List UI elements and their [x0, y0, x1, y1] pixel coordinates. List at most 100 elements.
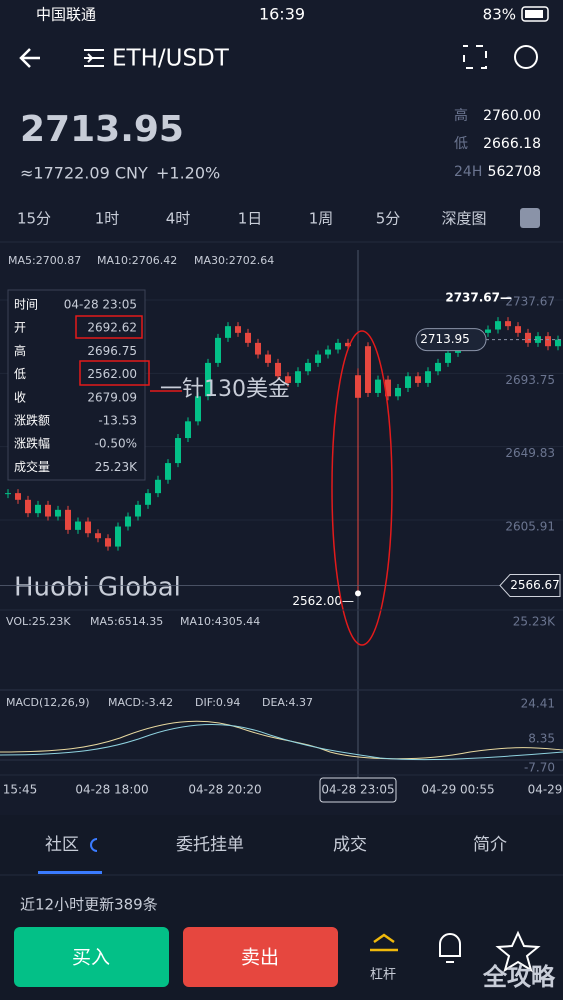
macd-axis: 24.41 [521, 697, 555, 711]
volume-label: MA5:6514.35 [90, 615, 163, 628]
favorite-icon[interactable] [495, 930, 541, 973]
candle [105, 538, 111, 547]
battery-fill [525, 10, 543, 18]
alert-icon[interactable] [439, 933, 461, 963]
cny-price: ≈17722.09 CNY [20, 164, 148, 183]
ma-legend: MA5:2700.87 MA10:2706.42 MA30:2702.64 [8, 254, 274, 267]
leverage-icon[interactable] [370, 933, 398, 952]
time-label: 04-29 [528, 783, 563, 797]
feed-count: 近12小时更新389条 [20, 896, 158, 914]
interval-tab[interactable]: 1时 [95, 210, 120, 228]
candle [335, 342, 341, 350]
annotation-ellipse [331, 330, 393, 646]
interval-tab[interactable]: 4时 [166, 210, 191, 228]
time-label: 04-28 20:20 [188, 783, 261, 797]
last-price-label: 2713.95 [420, 332, 470, 346]
share-button[interactable] [514, 45, 538, 69]
settings-icon[interactable] [520, 208, 540, 228]
interval-tab[interactable]: 1日 [238, 210, 263, 228]
candle [35, 504, 41, 514]
last-price: 2713.95 [20, 109, 184, 150]
ma-label: MA5:2700.87 [8, 254, 81, 267]
bottom-tab[interactable]: 社区 [45, 835, 79, 855]
candle [45, 504, 51, 517]
pair-title[interactable]: ETH/USDT [112, 46, 230, 72]
volume-legend: VOL:25.23K MA5:6514.35 MA10:4305.44 [6, 615, 260, 628]
candle [415, 376, 421, 383]
candle [405, 376, 411, 388]
candle [265, 354, 271, 363]
candle [175, 438, 181, 464]
stat-label: 高 [454, 107, 468, 124]
bottom-tab[interactable]: 成交 [333, 835, 367, 855]
candle [425, 371, 431, 383]
leverage-label[interactable]: 杠杆 [370, 967, 396, 983]
candle [165, 463, 171, 480]
candle [495, 321, 501, 330]
price-tick-label: 2693.75 [505, 373, 555, 387]
candle [15, 493, 21, 500]
candle [435, 362, 441, 372]
candle [215, 337, 221, 363]
candle [395, 387, 401, 397]
macd-label: MACD:-3.42 [108, 696, 173, 709]
time-label: 04-28 18:00 [75, 783, 148, 797]
ma-label: MA30:2702.64 [194, 254, 274, 267]
sell-button[interactable] [183, 927, 338, 987]
scan-button[interactable] [463, 45, 487, 69]
candle [235, 326, 241, 333]
back-button[interactable] [19, 48, 40, 68]
macd-label: MACD(12,26,9) [6, 696, 90, 709]
candle [225, 326, 231, 338]
crosshair-tag [499, 574, 561, 598]
candle [275, 362, 281, 377]
annotation-box [75, 315, 143, 339]
interval-tab[interactable]: 深度图 [441, 210, 486, 228]
refresh-icon[interactable] [90, 838, 98, 852]
bottom-tab[interactable]: 委托挂单 [176, 835, 244, 855]
interval-tabs: 15分 1时 4时 1日 1周 5分 深度图 [17, 210, 487, 228]
sell-label[interactable]: 卖出 [241, 947, 279, 969]
macd-axis: 8.35 [528, 732, 555, 746]
candle [485, 329, 491, 333]
ma-label: MA10:2706.42 [97, 254, 177, 267]
candle [315, 354, 321, 363]
interval-tab[interactable]: 5分 [376, 210, 401, 228]
macd-axis: -7.70 [524, 761, 555, 775]
candle [245, 332, 251, 343]
info-value: -13.53 [98, 414, 137, 428]
bottom-tab[interactable]: 简介 [473, 835, 507, 855]
candle [125, 516, 131, 527]
macd-label: DEA:4.37 [262, 696, 313, 709]
interval-tab[interactable]: 1周 [309, 210, 334, 228]
time-highlight [319, 777, 397, 803]
selected-candle [355, 375, 361, 398]
battery-icon [521, 6, 549, 22]
volume-label: VOL:25.23K [6, 615, 71, 628]
low-marker: 2562.00— [292, 594, 354, 608]
candle [195, 396, 201, 422]
carrier: 中国联通 [36, 6, 96, 24]
candle [295, 371, 301, 383]
buy-label[interactable]: 买入 [72, 947, 110, 969]
buy-button[interactable] [14, 927, 169, 987]
menu-icon[interactable] [84, 49, 104, 67]
info-label: 成交量 [14, 459, 50, 474]
candle [285, 376, 291, 383]
info-value: 2696.75 [87, 344, 137, 358]
time-label: 04-28 23:05 [321, 783, 394, 797]
macd-legend: MACD(12,26,9) MACD:-3.42 DIF:0.94 DEA:4.37 [6, 696, 313, 709]
high-marker: 2737.67— [445, 291, 512, 305]
dea-line [0, 724, 563, 761]
info-value: 2692.62 [87, 321, 137, 335]
info-value: 04-28 23:05 [64, 298, 137, 312]
candle [525, 332, 531, 343]
crosshair-price: 2566.67 [510, 578, 560, 592]
candle [555, 339, 561, 347]
stat-label: 低 [454, 136, 468, 152]
interval-tab[interactable]: 15分 [17, 210, 51, 228]
